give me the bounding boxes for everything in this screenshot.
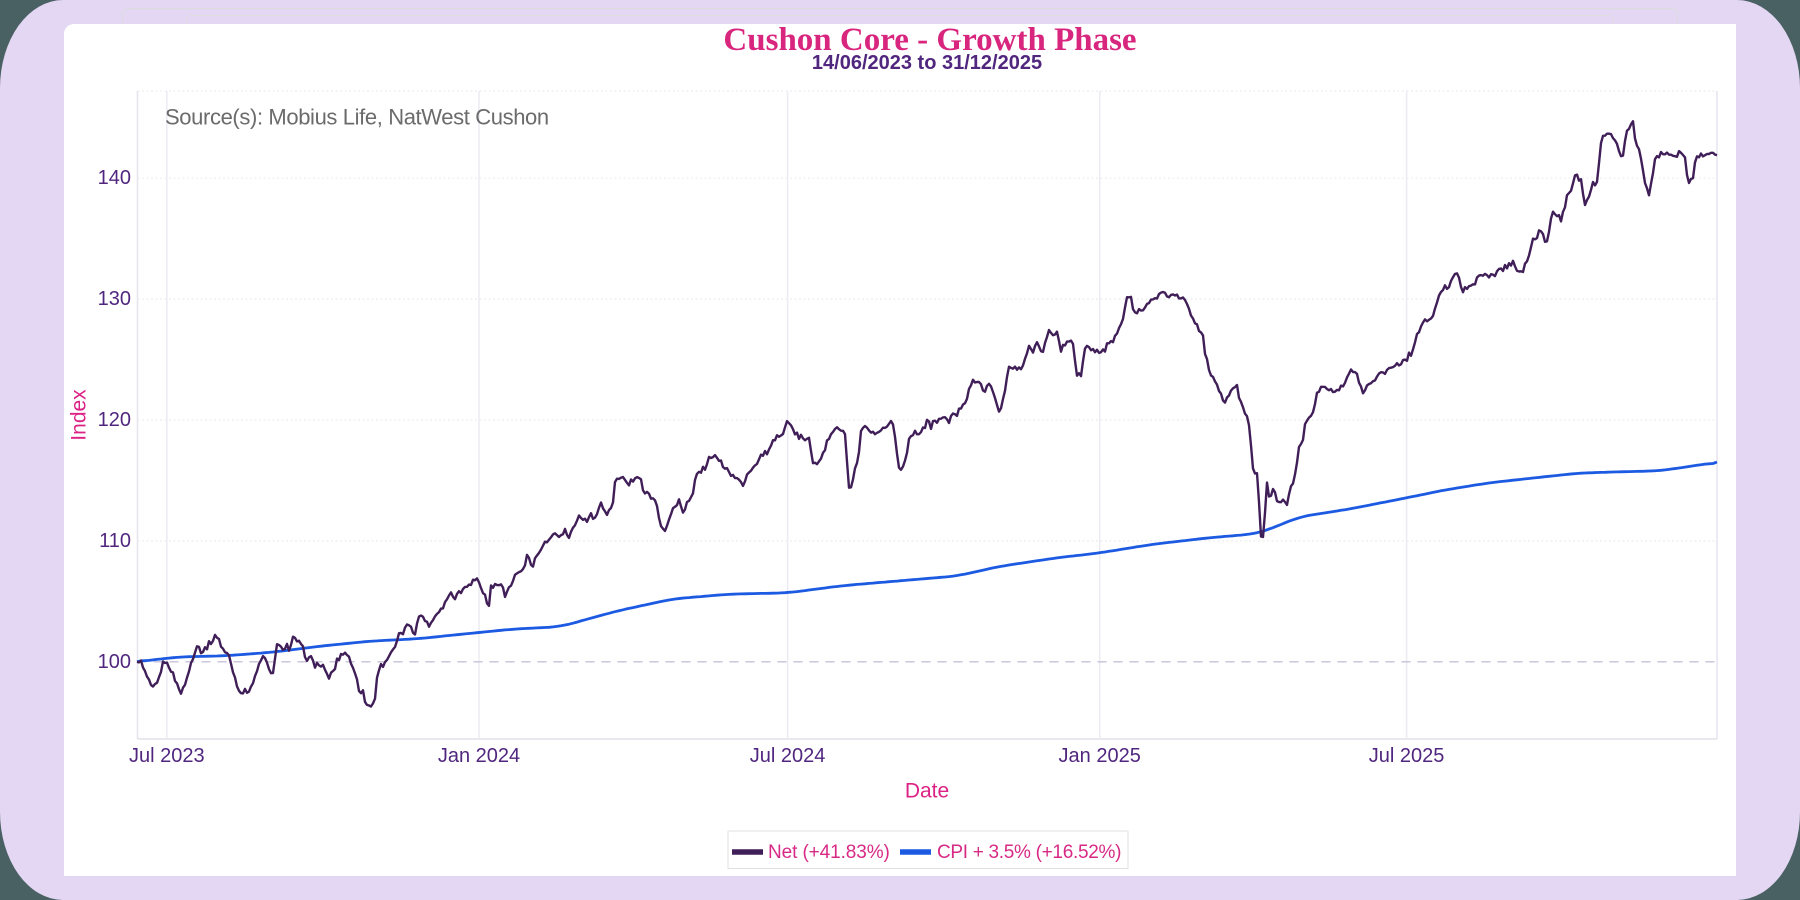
svg-text:140: 140 xyxy=(98,167,131,189)
svg-text:14/06/2023 to 31/12/2025: 14/06/2023 to 31/12/2025 xyxy=(812,52,1042,74)
svg-text:100: 100 xyxy=(98,651,131,673)
svg-text:110: 110 xyxy=(99,530,131,552)
svg-text:120: 120 xyxy=(98,409,131,431)
svg-text:Net (+41.83%): Net (+41.83%) xyxy=(768,842,890,863)
svg-text:Jul 2025: Jul 2025 xyxy=(1369,745,1445,767)
svg-text:130: 130 xyxy=(98,288,131,310)
svg-text:Index: Index xyxy=(68,389,91,441)
svg-text:Cushon Core - Growth Phase: Cushon Core - Growth Phase xyxy=(723,22,1136,58)
svg-text:Jul 2024: Jul 2024 xyxy=(750,745,826,767)
svg-text:Jan 2025: Jan 2025 xyxy=(1059,745,1141,767)
svg-text:CPI + 3.5% (+16.52%): CPI + 3.5% (+16.52%) xyxy=(937,842,1121,863)
svg-text:Jul 2023: Jul 2023 xyxy=(129,745,205,767)
svg-text:Jan 2024: Jan 2024 xyxy=(438,745,520,767)
svg-text:Date: Date xyxy=(905,780,949,803)
svg-text:Source(s): Mobius Life, NatWes: Source(s): Mobius Life, NatWest Cushon xyxy=(165,105,549,130)
